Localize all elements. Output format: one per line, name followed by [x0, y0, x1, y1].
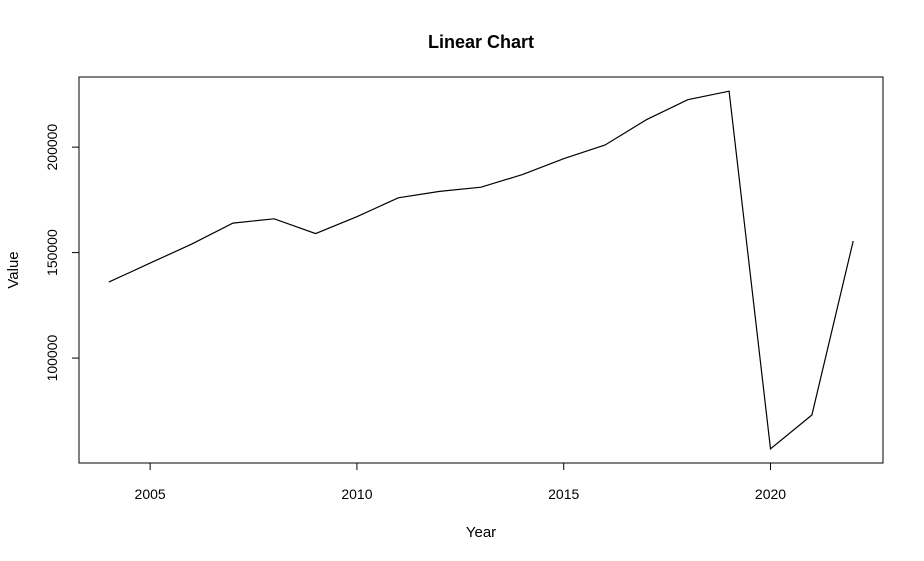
y-tick-label: 100000: [44, 334, 60, 381]
x-axis: 2005 2010 2015 2020: [135, 462, 786, 502]
x-tick-label: 2015: [548, 486, 579, 502]
y-axis-label: Value: [5, 251, 22, 288]
y-tick-label: 150000: [44, 229, 60, 276]
x-axis-label: Year: [466, 524, 496, 541]
y-tick-label: 200000: [44, 124, 60, 171]
y-axis: 100000 150000 200000: [44, 124, 80, 381]
series-layer: [108, 90, 854, 450]
x-tick-label: 2005: [135, 486, 166, 502]
x-tick-label: 2010: [341, 486, 372, 502]
series-line-0: [108, 90, 854, 450]
chart-title: Linear Chart: [428, 32, 534, 52]
x-tick-label: 2020: [755, 486, 786, 502]
plot-frame: [78, 76, 884, 464]
